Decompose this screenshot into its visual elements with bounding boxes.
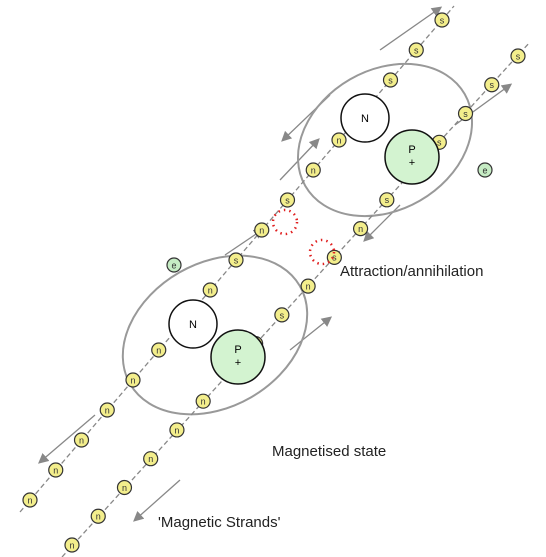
particle-label: n <box>96 512 101 522</box>
particle-label: n <box>69 540 74 550</box>
particle-label: n <box>306 281 311 291</box>
particle-label: s <box>437 138 442 148</box>
particle-label: n <box>311 165 316 175</box>
particle-label: n <box>156 345 161 355</box>
annotation: Attraction/annihilation <box>340 263 483 280</box>
particle-label: n <box>130 375 135 385</box>
particle-label: n <box>148 454 153 464</box>
particle-label: n <box>259 225 264 235</box>
arrow <box>365 205 400 240</box>
diagram: Attraction/annihilation Magnetised state… <box>0 0 546 557</box>
particle-label: s <box>234 255 239 265</box>
proton-charge: + <box>235 357 241 369</box>
particle-label: n <box>79 435 84 445</box>
proton-charge: + <box>409 157 415 169</box>
particle-label: n <box>53 465 58 475</box>
particle-label: n <box>358 224 363 234</box>
arrow <box>290 318 330 350</box>
particle-label: n <box>174 425 179 435</box>
particle-label: n <box>122 483 127 493</box>
annotation: 'Magnetic Strands' <box>158 514 281 531</box>
strand <box>62 42 530 557</box>
particle-label: s <box>388 75 393 85</box>
particle-label: n <box>105 405 110 415</box>
annotation: Magnetised state <box>272 443 386 460</box>
neutron-label: N <box>361 113 369 125</box>
particle-label: s <box>385 195 390 205</box>
particle-label: s <box>463 109 468 119</box>
proton-label: P <box>408 144 415 156</box>
particle-label: n <box>336 135 341 145</box>
particle-label: s <box>516 51 521 61</box>
arrow <box>380 8 440 50</box>
particle-label: n <box>201 397 206 407</box>
neutron-label: N <box>189 319 197 331</box>
particle-label: n <box>208 285 213 295</box>
particle-label: s <box>414 45 419 55</box>
particle-label: n <box>27 495 32 505</box>
particle-label: s <box>285 195 290 205</box>
particle-label: s <box>490 80 495 90</box>
orbit <box>270 33 499 246</box>
electron-label: e <box>482 165 487 175</box>
electron-label: e <box>171 260 176 270</box>
particle-label: s <box>280 310 285 320</box>
proton-label: P <box>234 344 241 356</box>
particle-label: s <box>440 15 445 25</box>
